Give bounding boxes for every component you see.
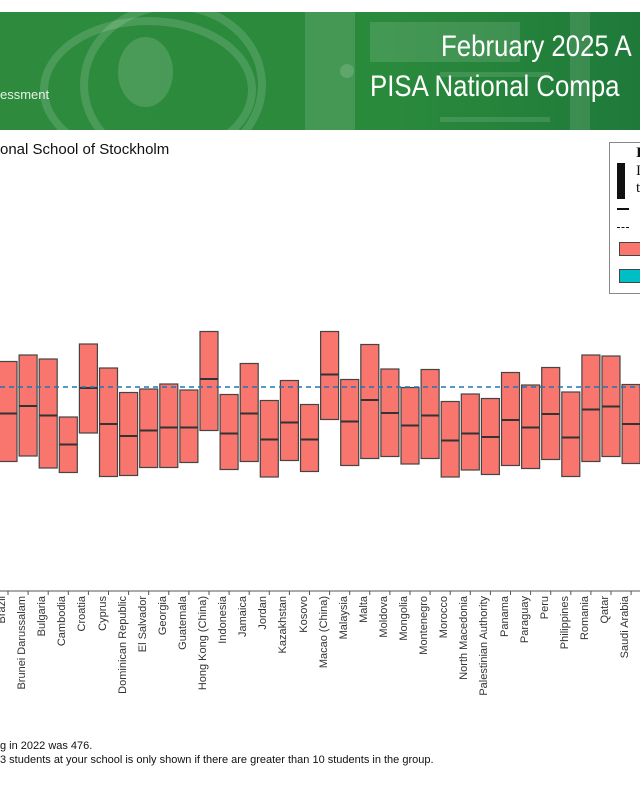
banner-decoration <box>570 12 590 130</box>
x-tick-label: Qatar <box>599 596 611 624</box>
x-tick-label: Moldova <box>377 596 390 638</box>
x-tick-label: Kazakhstan <box>277 596 290 654</box>
box-14 <box>279 379 299 462</box>
banner-decoration <box>340 64 354 78</box>
box-29 <box>581 354 601 463</box>
box-11 <box>219 393 239 471</box>
x-tick-label: Paraguay <box>518 596 531 644</box>
x-tick-label: Morocco <box>438 596 451 639</box>
x-tick-label: North Macedonia <box>458 596 471 680</box>
x-tick-label: Guatemala <box>176 596 189 650</box>
x-tick-label: Malaysia <box>337 596 350 640</box>
legend-text: I <box>636 163 640 180</box>
report-title-line2: PISA National Compa <box>370 70 620 103</box>
x-tick-label: Indonesia <box>217 596 230 644</box>
box-9 <box>179 389 199 464</box>
header-banner: essment February 2025 A PISA National Co… <box>0 12 640 130</box>
box-23 <box>460 393 480 471</box>
x-tick-label: Cyprus <box>96 596 109 631</box>
banner-decoration <box>440 117 550 122</box>
box-28 <box>561 391 581 478</box>
x-tick-label: Palestinian Authority <box>478 596 491 696</box>
banner-decoration <box>80 12 266 130</box>
legend-bar-icon <box>617 163 625 199</box>
x-tick-label: Romania <box>578 596 591 641</box>
x-tick-label: Mongolia <box>398 596 410 641</box>
box-0 <box>0 360 18 463</box>
x-tick-label: Saudi Arabia <box>619 596 632 659</box>
box-21 <box>420 368 440 460</box>
x-tick-label: Brunei Darussalam <box>16 596 29 690</box>
x-tick-label: Malta <box>357 596 370 623</box>
x-tick-label: Bulgaria <box>36 596 49 637</box>
legend-box-teal-icon <box>619 269 640 283</box>
x-tick-label: Brazil <box>0 596 8 624</box>
legend-box-red-icon <box>619 242 640 256</box>
legend: I I t <box>609 142 640 294</box>
banner-decoration <box>118 37 173 107</box>
banner-decoration <box>305 12 355 130</box>
legend-heading: I <box>636 145 640 162</box>
brand-text: essment <box>0 87 50 102</box>
legend-text: t <box>636 180 640 196</box>
x-tick-label: Dominican Republic <box>116 596 129 694</box>
x-tick-label: Macao (China) <box>317 596 330 669</box>
x-tick-label: Jordan <box>257 596 270 630</box>
x-tick-label: Panama <box>498 596 511 637</box>
box-18 <box>360 343 380 460</box>
banner-decoration <box>370 22 520 62</box>
x-tick-label: Kosovo <box>297 596 310 633</box>
legend-dashed-line-icon <box>617 227 629 228</box>
x-tick-label: Jamaica <box>237 596 250 637</box>
x-tick-label: Croatia <box>76 596 89 632</box>
banner-decoration <box>440 72 550 77</box>
box-7 <box>139 388 159 469</box>
x-tick-label: Georgia <box>156 596 169 636</box>
x-tick-label: Cambodia <box>56 596 69 647</box>
legend-solid-line-icon <box>617 208 629 210</box>
box-10 <box>199 330 219 432</box>
box-8 <box>159 383 179 469</box>
x-tick-label: El Salvador <box>136 596 149 653</box>
box-22 <box>440 400 460 478</box>
x-tick-label: Philippines <box>558 596 571 650</box>
box-15 <box>299 403 320 473</box>
footnote-1: g in 2022 was 476. <box>0 740 93 752</box>
x-tick-label: Peru <box>538 596 551 620</box>
box-2 <box>38 358 58 469</box>
box-5 <box>98 367 119 478</box>
x-tick-label: Montenegro <box>418 596 431 655</box>
report-title-line1: February 2025 A <box>441 30 632 63</box>
box-6 <box>118 391 139 477</box>
x-tick-label: Hong Kong (China) <box>197 596 209 691</box>
footnote-2: 3 students at your school is only shown … <box>0 754 434 766</box>
school-name: onal School of Stockholm <box>0 141 170 158</box>
